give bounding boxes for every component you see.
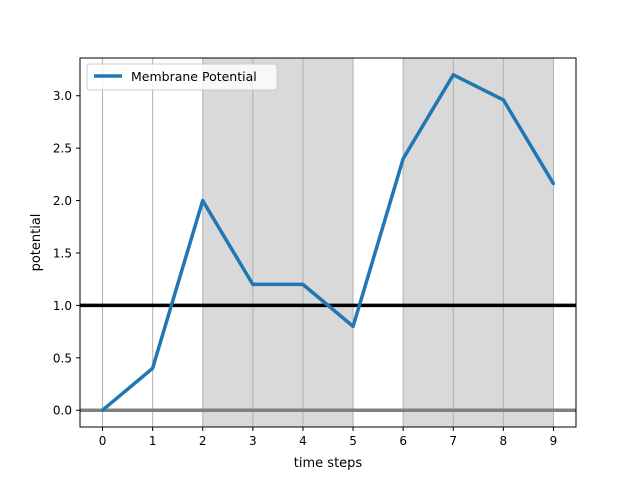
data-point-2 (201, 199, 205, 203)
y-tick-label-5: 2.5 (53, 142, 72, 156)
series-line-membrane-potential (101, 73, 556, 412)
y-tick-label-1: 0.5 (53, 351, 72, 365)
x-tick-label-5: 5 (349, 434, 357, 448)
shaded-span-1 (403, 58, 554, 427)
x-tick-label-9: 9 (550, 434, 558, 448)
x-axis-label: time steps (294, 456, 363, 471)
y-tick-label-0: 0.0 (53, 404, 72, 418)
data-point-9 (551, 182, 555, 186)
x-tick-label-2: 2 (199, 434, 207, 448)
x-tick-label-0: 0 (99, 434, 107, 448)
y-tick-label-3: 1.5 (53, 246, 72, 260)
data-point-1 (151, 366, 155, 370)
plot-frame (79, 57, 577, 428)
series-layer (101, 73, 556, 412)
data-point-7 (451, 73, 455, 77)
x-tick-label-1: 1 (149, 434, 157, 448)
legend-entry-membrane-potential: Membrane Potential (131, 69, 257, 84)
y-axis-label: potential (29, 214, 44, 272)
vertical-gridlines (102, 58, 554, 427)
data-point-5 (351, 324, 355, 328)
y-tick-label-6: 3.0 (53, 89, 72, 103)
y-axis-ticks: 0.0 0.5 1.0 1.5 2.0 2.5 3.0 (53, 89, 80, 418)
data-point-3 (251, 282, 255, 286)
y-tick-label-4: 2.0 (53, 194, 72, 208)
shaded-span-0 (202, 58, 354, 427)
y-tick-label-2: 1.0 (53, 299, 72, 313)
data-point-0 (101, 408, 105, 412)
data-point-4 (301, 282, 305, 286)
x-tick-label-6: 6 (399, 434, 407, 448)
legend: Membrane Potential (86, 63, 278, 91)
x-tick-label-7: 7 (449, 434, 457, 448)
x-tick-label-4: 4 (299, 434, 307, 448)
x-tick-label-3: 3 (249, 434, 257, 448)
data-point-8 (501, 98, 505, 102)
data-point-6 (401, 157, 405, 161)
x-tick-label-8: 8 (500, 434, 508, 448)
legend-box (86, 63, 278, 91)
x-axis-ticks: 0 1 2 3 4 5 6 7 8 9 (99, 427, 558, 448)
